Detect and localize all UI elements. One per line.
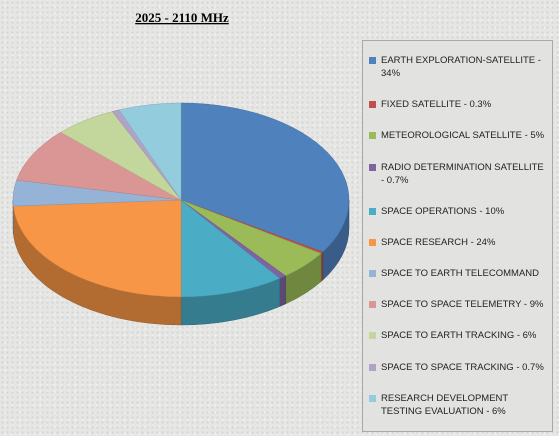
legend-key <box>369 238 376 246</box>
legend-entry: SPACE OPERATIONS - 10% <box>369 205 546 218</box>
legend-entry: RESEARCH DEVELOPMENT TESTING EVALUATION … <box>369 392 546 418</box>
legend-label: FIXED SATELLITE - 0.3% <box>381 99 492 111</box>
legend-label: RADIO DETERMINATION SATELLITE - 0.7% <box>381 161 544 186</box>
legend-label: SPACE OPERATIONS - 10% <box>381 205 505 217</box>
legend-entry: SPACE TO EARTH TRACKING - 6% <box>369 329 546 342</box>
slice <box>13 199 182 298</box>
legend-label: SPACE RESEARCH - 24% <box>381 236 496 248</box>
legend-key <box>369 363 376 371</box>
legend-label: RESEARCH DEVELOPMENT TESTING EVALUATION … <box>381 392 509 417</box>
legend-key <box>369 101 376 109</box>
legend-label: SPACE TO SPACE TRACKING - 0.7% <box>381 361 544 373</box>
legend-entry: SPACE TO SPACE TELEMETRY - 9% <box>369 298 546 311</box>
legend-entry: SPACE TO SPACE TRACKING - 0.7% <box>369 361 546 374</box>
legend-entry: FIXED SATELLITE - 0.3% <box>369 98 546 111</box>
slice-side <box>320 251 324 283</box>
legend-label: SPACE TO SPACE TELEMETRY - 9% <box>381 299 544 311</box>
legend-key <box>369 301 376 309</box>
legend-key <box>369 270 376 278</box>
legend-key <box>369 332 376 340</box>
legend-entry: RADIO DETERMINATION SATELLITE - 0.7% <box>369 161 546 187</box>
pie-area: 2025 - 2110 MHz <box>12 10 350 326</box>
legend-key <box>369 163 376 171</box>
legend-entry: SPACE TO EARTH TELECOMMAND <box>369 267 546 280</box>
legend-label: SPACE TO EARTH TRACKING - 6% <box>381 330 537 342</box>
legend-key <box>369 207 376 215</box>
legend-key <box>369 394 376 402</box>
legend-label: SPACE TO EARTH TELECOMMAND <box>381 268 540 280</box>
slice-side <box>279 275 286 307</box>
legend-key <box>369 57 376 65</box>
legend-entry: METEOROLOGICAL SATELLITE - 5% <box>369 129 546 142</box>
slice <box>118 102 182 201</box>
legend-label: METEOROLOGICAL SATELLITE - 5% <box>381 130 545 142</box>
legend-label: EARTH EXPLORATION-SATELLITE - 34% <box>381 55 541 80</box>
legend-entry: EARTH EXPLORATION-SATELLITE - 34% <box>369 54 546 80</box>
legend-entry: SPACE RESEARCH - 24% <box>369 236 546 249</box>
slice <box>180 199 281 298</box>
slice <box>180 102 350 253</box>
chart-title: 2025 - 2110 MHz <box>135 10 229 25</box>
legend: EARTH EXPLORATION-SATELLITE - 34% FIXED S… <box>362 40 553 432</box>
slice <box>16 131 182 201</box>
legend-key <box>369 132 376 140</box>
